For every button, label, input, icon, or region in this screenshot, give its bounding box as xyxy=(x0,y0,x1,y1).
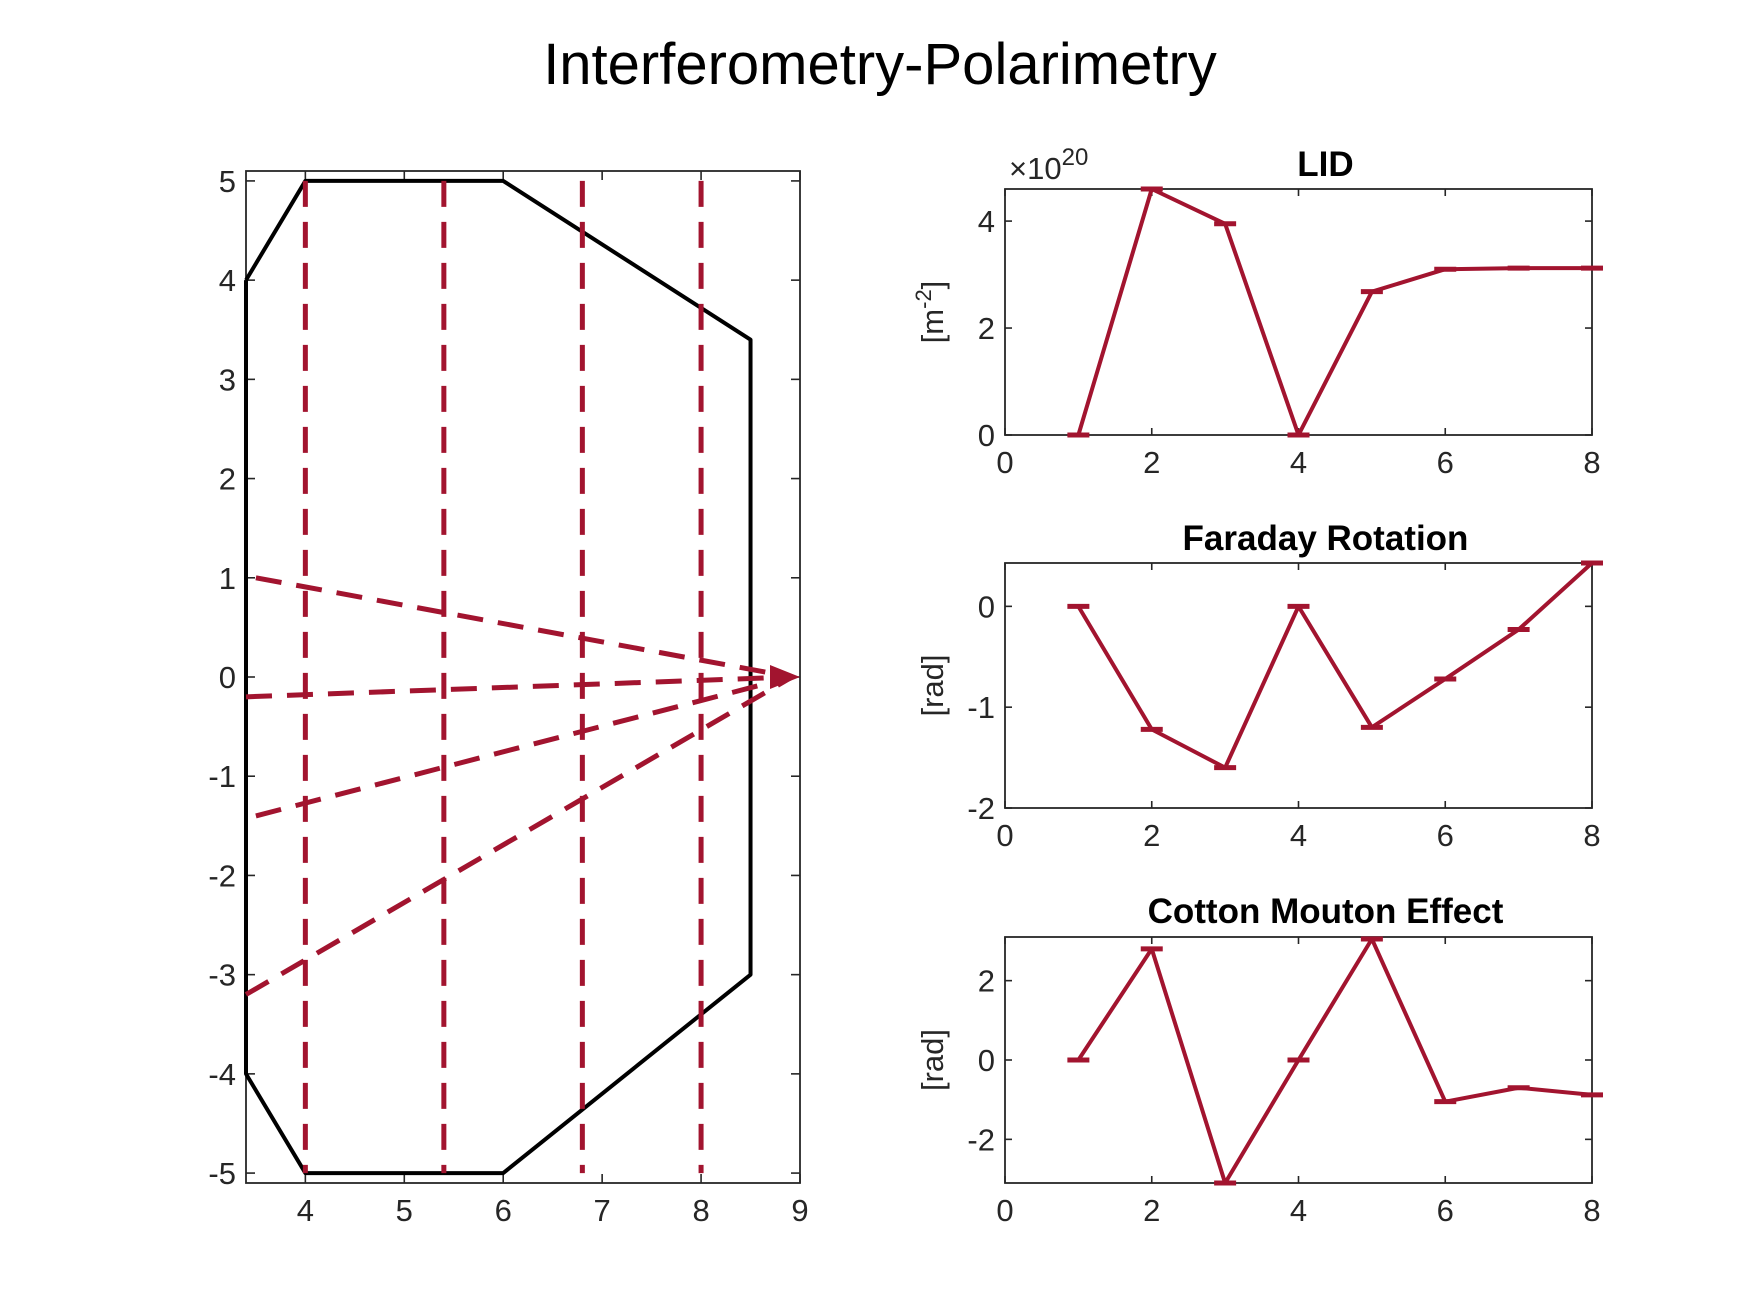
x-tick-label: 8 xyxy=(1583,1193,1600,1228)
y-axis-label: [m-2] xyxy=(911,281,950,344)
y-tick-label: -1 xyxy=(967,690,995,725)
y-tick-label: -5 xyxy=(208,1156,236,1191)
y-tick-label: 5 xyxy=(219,164,236,199)
x-tick-label: 8 xyxy=(1583,445,1600,480)
y-tick-label: 2 xyxy=(978,311,995,346)
y-tick-label: 4 xyxy=(219,263,236,298)
y-axis-label: [rad] xyxy=(915,1029,950,1091)
x-tick-label: 6 xyxy=(495,1193,512,1228)
y-tick-label: 2 xyxy=(978,964,995,999)
y-tick-label: 0 xyxy=(219,660,236,695)
x-tick-label: 6 xyxy=(1437,1193,1454,1228)
x-tick-label: 4 xyxy=(1290,1193,1307,1228)
fan-chord xyxy=(255,674,793,819)
x-tick-label: 6 xyxy=(1437,818,1454,853)
data-line xyxy=(1076,187,1592,437)
y-tick-label: -2 xyxy=(967,1122,995,1157)
x-tick-label: 0 xyxy=(996,445,1013,480)
x-tick-label: 4 xyxy=(1290,818,1307,853)
x-tick-label: 2 xyxy=(1143,445,1160,480)
data-line xyxy=(1076,936,1593,1185)
y-tick-label: 3 xyxy=(219,362,236,397)
y-tick-label: -3 xyxy=(208,958,236,993)
axes-box xyxy=(1004,188,1593,436)
x-tick-label: 8 xyxy=(692,1193,709,1228)
fan-chord xyxy=(255,575,793,680)
y-tick-label: -2 xyxy=(208,858,236,893)
fan-chord xyxy=(244,674,794,997)
x-tick-label: 5 xyxy=(396,1193,413,1228)
y-tick-label: 1 xyxy=(219,561,236,596)
panel-title: Faraday Rotation xyxy=(1183,519,1469,558)
y-tick-label: -1 xyxy=(208,759,236,794)
x-tick-label: 7 xyxy=(594,1193,611,1228)
y-tick-label: 0 xyxy=(978,1043,995,1078)
y-tick-label: 0 xyxy=(978,589,995,624)
exponent-label: ×1020 xyxy=(1009,144,1088,186)
y-axis-label: [rad] xyxy=(915,654,950,716)
x-tick-label: 4 xyxy=(1290,445,1307,480)
figure-title: Interferometry-Polarimetry xyxy=(543,32,1217,97)
x-tick-label: 0 xyxy=(996,1193,1013,1228)
x-tick-label: 0 xyxy=(996,818,1013,853)
data-line xyxy=(1076,561,1594,770)
y-tick-label: 0 xyxy=(978,418,995,453)
axes-box xyxy=(245,170,801,1184)
y-tick-label: -2 xyxy=(967,791,995,826)
panel-title: Cotton Mouton Effect xyxy=(1148,892,1504,931)
beam-arrow-icon xyxy=(770,665,800,689)
lid-panel: 0 2 4 6 8 0 2 4 LID [m-2] ×1020 xyxy=(911,144,1603,480)
x-tick-label: 4 xyxy=(297,1193,314,1228)
axes-box xyxy=(1004,562,1593,809)
x-tick-label: 8 xyxy=(1583,818,1600,853)
x-tick-label: 9 xyxy=(791,1193,808,1228)
x-tick-label: 2 xyxy=(1143,1193,1160,1228)
faraday-rotation-panel: 0 2 4 6 8 -2 -1 0 Faraday Rotation [rad] xyxy=(915,519,1603,853)
x-tick-label: 6 xyxy=(1437,445,1454,480)
fan-chord xyxy=(245,674,793,700)
y-tick-label: 2 xyxy=(219,462,236,497)
y-tick-label: 4 xyxy=(978,204,995,239)
geometry-panel: 4 5 6 7 8 9 -5 -4 -3 -2 -1 0 1 2 3 4 5 xyxy=(208,164,808,1228)
x-tick-label: 2 xyxy=(1143,818,1160,853)
vessel-outline xyxy=(244,178,753,1176)
y-tick-label: -4 xyxy=(208,1057,236,1092)
panel-title: LID xyxy=(1297,145,1353,184)
cotton-mouton-panel: 0 2 4 6 8 -2 0 2 Cotton Mouton Effect [rad] xyxy=(915,892,1603,1228)
